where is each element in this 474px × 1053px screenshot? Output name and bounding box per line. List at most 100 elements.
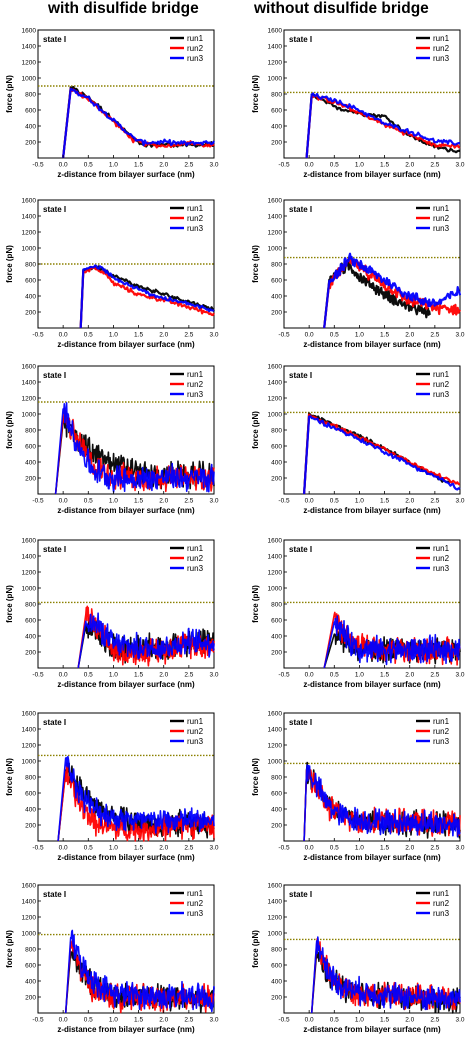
- x-tick-label: 1.0: [109, 845, 118, 852]
- x-tick-label: 2.0: [405, 1017, 414, 1024]
- x-tick-label: 3.0: [455, 162, 464, 169]
- x-tick-label: 3.0: [209, 1017, 218, 1024]
- legend-label-run3: run3: [433, 224, 450, 233]
- x-tick-label: -0.5: [32, 332, 44, 339]
- x-tick-label: -0.5: [278, 1017, 290, 1024]
- y-tick-label: 800: [25, 262, 36, 269]
- series-line-run3: [305, 92, 461, 159]
- y-tick-label: 800: [25, 92, 36, 99]
- y-tick-label: 400: [271, 979, 282, 986]
- x-axis-label: z-distance from bilayer surface (nm): [57, 506, 195, 515]
- x-tick-label: 0.5: [84, 162, 93, 169]
- x-tick-label: 0.5: [330, 672, 339, 679]
- y-axis-label: force (pN): [5, 585, 14, 623]
- state-label: state I: [43, 371, 66, 380]
- x-tick-label: 1.5: [134, 498, 143, 505]
- y-tick-label: 1000: [268, 246, 283, 253]
- legend-label-run3: run3: [187, 54, 204, 63]
- y-tick-label: 1000: [268, 76, 283, 83]
- x-tick-label: 1.0: [355, 672, 364, 679]
- y-tick-label: 1000: [22, 931, 37, 938]
- force-chart-without-disulfide-row-1: 200 400 600 800 1000 1200 1400 1600 -0.5 0.0 0.5 1.…: [251, 28, 465, 180]
- x-tick-label: -0.5: [278, 332, 290, 339]
- x-tick-label: 1.5: [380, 672, 389, 679]
- y-axis-label: force (pN): [251, 75, 260, 113]
- x-tick-label: -0.5: [278, 498, 290, 505]
- y-tick-label: 1000: [268, 759, 283, 766]
- legend-label-run1: run1: [187, 204, 204, 213]
- x-tick-label: 1.5: [134, 1017, 143, 1024]
- y-tick-label: 600: [25, 444, 36, 451]
- x-tick-label: 1.0: [355, 1017, 364, 1024]
- y-tick-label: 1200: [268, 230, 283, 237]
- x-tick-label: 0.0: [59, 332, 68, 339]
- y-tick-label: 800: [25, 947, 36, 954]
- legend-label-run1: run1: [187, 370, 204, 379]
- x-tick-label: 1.5: [380, 162, 389, 169]
- y-tick-label: 600: [25, 791, 36, 798]
- x-tick-label: 1.0: [355, 845, 364, 852]
- y-tick-label: 200: [271, 823, 282, 830]
- x-tick-label: 0.5: [330, 332, 339, 339]
- x-tick-label: 0.0: [305, 498, 314, 505]
- x-axis-label: z-distance from bilayer surface (nm): [303, 340, 441, 349]
- y-tick-label: 600: [25, 108, 36, 115]
- legend-label-run2: run2: [187, 44, 204, 53]
- x-tick-label: 2.0: [159, 162, 168, 169]
- legend-label-run1: run1: [433, 370, 450, 379]
- y-tick-label: 1400: [268, 214, 283, 221]
- y-tick-label: 1600: [268, 538, 283, 545]
- x-tick-label: 0.0: [305, 845, 314, 852]
- y-tick-label: 800: [271, 602, 282, 609]
- x-tick-label: 3.0: [209, 162, 218, 169]
- x-tick-label: 0.0: [59, 498, 68, 505]
- series-line-run3: [303, 764, 461, 842]
- x-tick-label: 2.5: [430, 162, 439, 169]
- x-tick-label: 0.0: [305, 1017, 314, 1024]
- x-tick-label: 0.5: [330, 1017, 339, 1024]
- y-tick-label: 600: [271, 963, 282, 970]
- y-tick-label: 1400: [268, 44, 283, 51]
- y-tick-label: 400: [25, 294, 36, 301]
- legend-label-run1: run1: [433, 889, 450, 898]
- x-tick-label: 1.0: [355, 498, 364, 505]
- x-tick-label: 1.5: [134, 672, 143, 679]
- series-line-run3: [54, 402, 215, 495]
- plot-frame: [37, 29, 215, 159]
- x-tick-label: 1.5: [380, 845, 389, 852]
- y-tick-label: 1200: [268, 396, 283, 403]
- force-chart-without-disulfide-row-6: 200 400 600 800 1000 1200 1400 1600 -0.5 0.0 0.5 1.…: [251, 883, 465, 1035]
- x-tick-label: 1.5: [380, 332, 389, 339]
- x-tick-label: 0.0: [305, 162, 314, 169]
- x-tick-label: 0.5: [84, 845, 93, 852]
- y-tick-label: 1600: [22, 364, 37, 371]
- x-tick-label: 1.5: [380, 498, 389, 505]
- x-tick-label: 2.5: [184, 1017, 193, 1024]
- x-tick-label: -0.5: [32, 162, 44, 169]
- series-line-run3: [77, 612, 215, 669]
- force-chart-with-disulfide-row-2: 200 400 600 800 1000 1200 1400 1600 -0.5 0.0 0.5 1.…: [5, 198, 219, 350]
- x-tick-label: 1.5: [134, 845, 143, 852]
- legend-label-run1: run1: [187, 34, 204, 43]
- y-axis-label: force (pN): [251, 411, 260, 449]
- x-tick-label: 2.0: [159, 845, 168, 852]
- x-tick-label: 3.0: [455, 845, 464, 852]
- y-tick-label: 1400: [268, 727, 283, 734]
- y-tick-label: 1600: [22, 711, 37, 718]
- legend-label-run2: run2: [187, 380, 204, 389]
- x-tick-label: 1.5: [134, 332, 143, 339]
- y-tick-label: 600: [25, 618, 36, 625]
- legend-label-run2: run2: [187, 899, 204, 908]
- force-chart-without-disulfide-row-4: 200 400 600 800 1000 1200 1400 1600 -0.5 0.0 0.5 1.…: [251, 538, 465, 690]
- x-tick-label: 3.0: [455, 672, 464, 679]
- x-tick-label: 3.0: [209, 845, 218, 852]
- x-axis-label: z-distance from bilayer surface (nm): [57, 853, 195, 862]
- y-axis-label: force (pN): [5, 75, 14, 113]
- y-tick-label: 1200: [22, 743, 37, 750]
- x-tick-label: 2.0: [405, 672, 414, 679]
- y-axis-label: force (pN): [251, 245, 260, 283]
- y-tick-label: 400: [25, 460, 36, 467]
- y-tick-label: 600: [271, 791, 282, 798]
- x-tick-label: 1.5: [134, 162, 143, 169]
- series-line-run2: [323, 256, 461, 329]
